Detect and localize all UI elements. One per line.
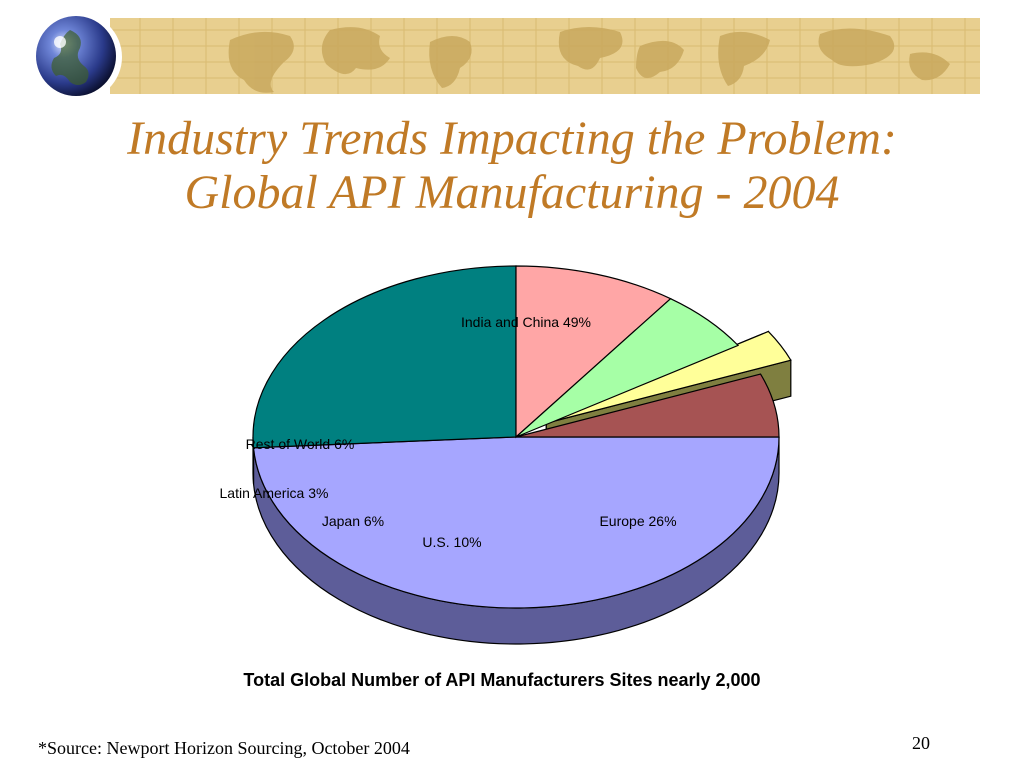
pie-slice-u-s- [515,265,672,439]
pie-label: India and China 49% [461,314,591,330]
map-continent [718,31,770,86]
pie-label: U.S. 10% [422,534,481,550]
slide-title: Industry Trends Impacting the Problem: G… [40,112,984,220]
pie-label: Latin America 3% [220,485,329,501]
map-continent [429,36,472,88]
pie-labels: India and China 49% Europe 26% U.S. 10% Jap… [220,314,677,550]
map-continents [228,27,950,93]
pie-label: Europe 26% [599,513,676,529]
pie-slice-japan [515,297,740,438]
header-banner [34,13,980,101]
chart-caption: Total Global Number of API Manufacturers… [243,670,761,690]
slide-title-line-2: Global API Manufacturing - 2004 [184,166,840,219]
pie-slice-india-and-china [252,436,780,609]
map-continent [558,27,623,70]
globe-icon [34,13,122,101]
map-continent [321,27,390,75]
map-continent [228,31,294,93]
map-continent [909,52,950,81]
pie-label: Japan 6% [322,513,384,529]
pie-slice-rest-of-world [515,373,780,438]
pie-slice-europe [252,265,517,449]
pie-slices [252,265,792,609]
pie-slice-latin-america [546,330,792,424]
page-number: 20 [912,733,930,753]
slide-title-line-1: Industry Trends Impacting the Problem: [127,112,897,165]
map-continent [818,28,895,67]
pie-label: Rest of World 6% [246,436,355,452]
source-note: *Source: Newport Horizon Sourcing, Octob… [38,738,410,758]
map-continent [636,40,684,79]
